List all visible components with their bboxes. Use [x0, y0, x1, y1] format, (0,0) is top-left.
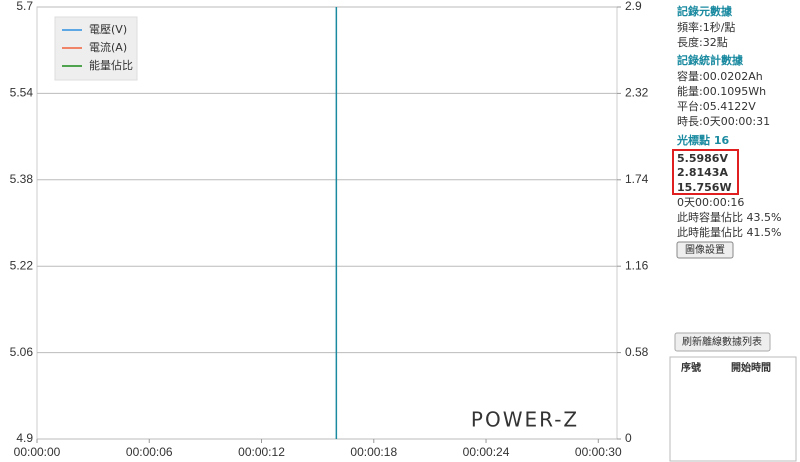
info: 時長:0天00:00:31 [677, 115, 770, 128]
section-title: 光標點 16 [676, 133, 729, 147]
y2-tick-label: 0 [625, 431, 632, 445]
y-tick-label: 5.38 [10, 172, 34, 186]
button-box[interactable] [674, 332, 771, 352]
y2-tick-label: 2.9 [625, 0, 642, 13]
button-box[interactable] [676, 241, 734, 259]
x-tick-label: 00:00:24 [463, 445, 510, 459]
legend-label: 能量佔比 [89, 58, 133, 72]
section-title: 記錄元數據 [677, 4, 733, 18]
record-table [669, 356, 797, 462]
info: 0天00:00:16 [677, 196, 744, 209]
info: 15.756W [677, 181, 732, 194]
legend-label: 電壓(V) [89, 23, 127, 36]
info: 2.8143A [677, 166, 728, 179]
info: 頻率:1秒/點 [677, 20, 735, 34]
watermark: POWER-Z [471, 408, 579, 432]
settings-button[interactable]: 圖像設置 [676, 241, 734, 259]
legend-label: 電流(A) [89, 40, 127, 54]
info: 此時容量佔比 43.5% [677, 210, 781, 224]
y2-tick-label: 0.58 [625, 345, 649, 359]
x-tick-label: 00:00:12 [238, 445, 285, 459]
y-tick-label: 5.22 [10, 258, 34, 272]
section-title: 記錄統計數據 [677, 53, 744, 67]
y2-tick-label: 1.74 [625, 172, 649, 186]
button-label[interactable]: 刷新離線數據列表 [682, 335, 762, 348]
y-tick-label: 5.54 [10, 86, 34, 100]
y-tick-label: 4.9 [16, 431, 33, 445]
info: 平台:05.4122V [677, 99, 756, 113]
y-tick-label: 5.06 [10, 345, 34, 359]
info: 長度:32點 [677, 35, 728, 49]
x-tick-label: 00:00:06 [126, 445, 173, 459]
highlight-box [672, 149, 739, 195]
info: 5.5986V [677, 152, 728, 165]
info: 能量:00.1095Wh [677, 84, 766, 98]
y2-tick-label: 1.16 [625, 258, 649, 272]
info: 容量:00.0202Ah [677, 69, 763, 83]
plot: 4.9 5.06 5.22 5.38 5.54 5.7 0 0.58 1.16 1.74 2.32 2… [10, 0, 649, 459]
table-header: 序號 [681, 361, 701, 374]
refresh-button[interactable]: 刷新離線數據列表 [674, 332, 771, 352]
button-label[interactable]: 圖像設置 [685, 243, 725, 256]
x-tick-label: 00:00:00 [14, 445, 61, 459]
table-header: 開始時間 [731, 361, 771, 374]
info: 此時能量佔比 41.5% [677, 225, 781, 239]
x-tick-label: 00:00:18 [350, 445, 397, 459]
y2-tick-label: 2.32 [625, 86, 649, 100]
y-tick-label: 5.7 [16, 0, 33, 13]
x-tick-label: 00:00:30 [575, 445, 622, 459]
